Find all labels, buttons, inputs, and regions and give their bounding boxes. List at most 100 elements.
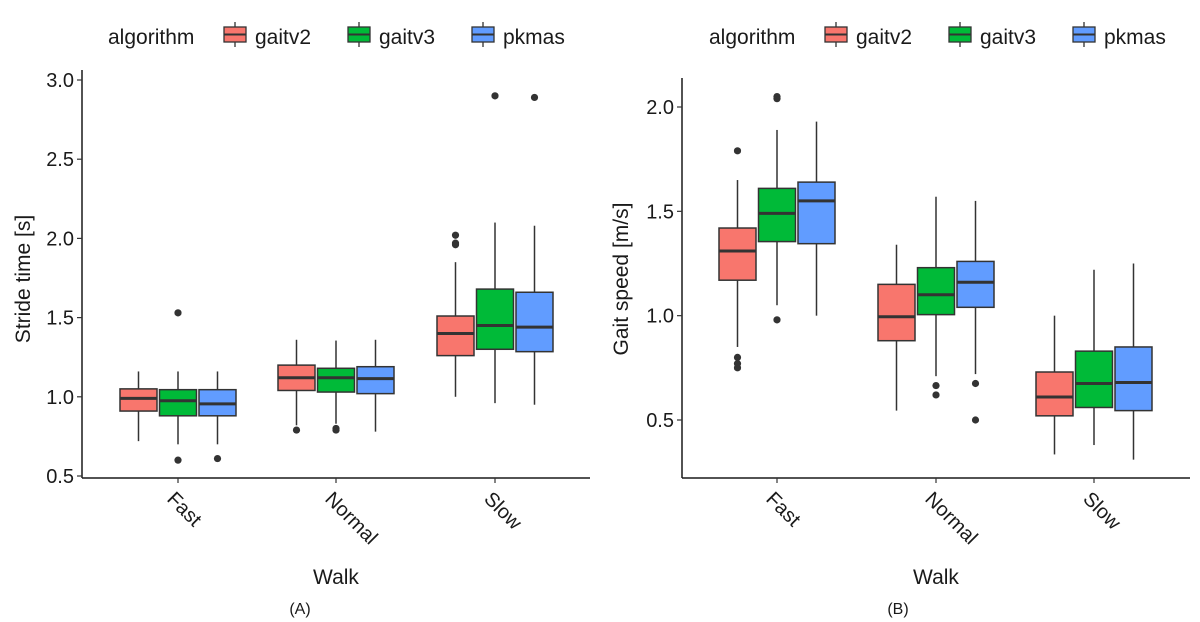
box-iqr <box>1035 371 1074 417</box>
legend-title: algorithm <box>709 26 795 49</box>
legend: algorithm gaitv2 gaitv3 pkmas <box>108 22 565 49</box>
panel-caption: (A) <box>289 601 310 618</box>
y-tick-label: 1.5 <box>46 308 74 330</box>
panel-b: algorithm gaitv2 gaitv3 pkmas 0.5 1.0 1.5 2.0… <box>610 22 1190 618</box>
series-gaitv3 <box>757 92 1114 446</box>
x-axis-title: Walk <box>313 566 359 589</box>
legend-label: pkmas <box>503 26 565 49</box>
box-iqr <box>916 266 956 316</box>
legend: algorithm gaitv2 gaitv3 pkmas <box>709 22 1166 49</box>
outlier-point <box>451 231 460 239</box>
box-iqr <box>515 291 554 353</box>
y-tick-label: 1.0 <box>46 387 74 409</box>
legend-item-pkmas: pkmas <box>471 22 565 49</box>
box-pkmas-fast <box>797 121 836 316</box>
legend-label: gaitv2 <box>856 26 912 49</box>
x-tick-label: Fast <box>761 488 804 531</box>
legend-label: gaitv3 <box>379 26 435 49</box>
box-iqr <box>436 315 475 357</box>
box-iqr <box>119 388 158 412</box>
box-iqr <box>1074 350 1114 409</box>
legend-title: algorithm <box>108 26 194 49</box>
y-tick-label: 2.0 <box>646 97 674 119</box>
outlier-point <box>733 147 742 155</box>
y-tick-label: 0.5 <box>646 410 674 432</box>
legend-label: gaitv3 <box>980 26 1036 49</box>
box-gaitv3-slow <box>1074 269 1114 446</box>
box-iqr <box>757 187 797 243</box>
box-pkmas-slow <box>1114 263 1153 460</box>
legend-item-gaitv3: gaitv3 <box>347 22 435 49</box>
y-tick-label: 0.5 <box>46 466 74 488</box>
series-gaitv2 <box>718 147 1074 455</box>
box-iqr <box>475 288 515 351</box>
y-axis-title: Gait speed [m/s] <box>610 203 633 356</box>
outlier-point <box>733 353 742 361</box>
series-gaitv2 <box>119 231 475 442</box>
outlier-point <box>733 360 742 368</box>
y-axis-title: Stride time [s] <box>12 215 35 343</box>
outlier-point <box>213 454 222 463</box>
box-pkmas-slow <box>515 93 554 405</box>
box-pkmas-fast <box>198 371 237 463</box>
outlier-point <box>332 424 340 433</box>
legend-keys: gaitv2 gaitv3 pkmas <box>223 22 565 49</box>
box-gaitv2-normal <box>277 339 316 434</box>
x-tick-label: Slow <box>1078 488 1125 535</box>
x-tick-label: Normal <box>320 488 381 549</box>
y-tick-label: 3.0 <box>46 70 74 92</box>
box-gaitv3-normal <box>316 340 356 434</box>
legend-item-gaitv3: gaitv3 <box>948 22 1036 49</box>
x-tick-label: Normal <box>920 488 981 549</box>
plot-area: 0.5 1.0 1.5 2.0 2.5 3.0 Fast Normal Slow <box>46 70 590 549</box>
panel-caption: (B) <box>887 601 908 618</box>
series-pkmas <box>198 93 554 463</box>
outlier-point <box>971 416 980 424</box>
box-iqr <box>316 367 356 393</box>
y-tick-label: 2.0 <box>46 228 74 250</box>
outlier-point <box>174 456 182 464</box>
legend-label: pkmas <box>1104 26 1166 49</box>
outlier-point <box>773 92 781 101</box>
y-tick-label: 1.0 <box>646 306 674 328</box>
box-gaitv2-normal <box>877 244 916 411</box>
legend-item-pkmas: pkmas <box>1072 22 1166 49</box>
series-pkmas <box>797 121 1153 460</box>
box-gaitv2-fast <box>119 371 158 442</box>
box-iqr <box>797 181 836 245</box>
outlier-point <box>174 309 182 317</box>
x-axis-title: Walk <box>913 566 959 589</box>
box-gaitv3-fast <box>158 309 198 464</box>
box-iqr <box>158 388 198 417</box>
box-pkmas-normal <box>356 339 395 432</box>
box-gaitv3-slow <box>475 92 515 404</box>
outlier-point <box>451 239 460 247</box>
box-gaitv2-fast <box>718 147 757 372</box>
outlier-point <box>971 379 980 388</box>
outlier-point <box>292 426 301 434</box>
plot-area: 0.5 1.0 1.5 2.0 Fast Normal Slow <box>646 78 1190 549</box>
outlier-point <box>932 381 940 390</box>
x-tick-label: Slow <box>479 488 526 535</box>
outlier-point <box>491 92 499 100</box>
box-gaitv2-slow <box>1035 315 1074 455</box>
box-gaitv3-normal <box>916 196 956 399</box>
box-gaitv2-slow <box>436 231 475 397</box>
box-iqr <box>356 365 395 395</box>
legend-keys: gaitv2 gaitv3 pkmas <box>824 22 1166 49</box>
y-tick-label: 1.5 <box>646 201 674 223</box>
legend-item-gaitv2: gaitv2 <box>223 22 311 49</box>
outlier-point <box>530 93 539 102</box>
panel-a: algorithm gaitv2 gaitv3 pkmas 0.5 1.0 1.5 2.0… <box>12 22 590 618</box>
legend-label: gaitv2 <box>255 26 311 49</box>
box-iqr <box>1114 346 1153 412</box>
box-iqr <box>718 227 757 281</box>
outlier-point <box>773 316 781 324</box>
series-gaitv3 <box>158 92 515 464</box>
box-iqr <box>877 283 916 342</box>
box-pkmas-normal <box>956 200 995 424</box>
y-tick-label: 2.5 <box>46 149 74 171</box>
x-tick-label: Fast <box>162 488 205 531</box>
box-iqr <box>956 260 995 309</box>
